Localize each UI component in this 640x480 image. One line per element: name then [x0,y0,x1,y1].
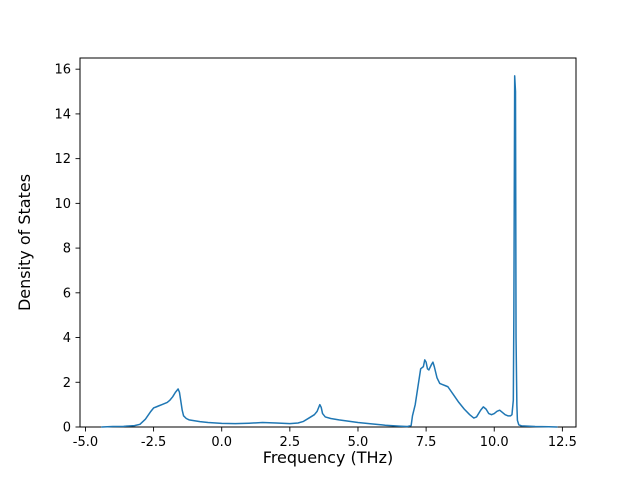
y-tick-label: 2 [63,376,71,391]
x-tick-label: -2.5 [141,435,166,450]
axes-spines [79,57,577,428]
y-tick-label: 10 [54,197,71,212]
y-tick-label: 14 [54,107,71,122]
x-tick-label: 0.0 [211,435,232,450]
x-tick-label: 2.5 [280,435,301,450]
x-tick-label: 5.0 [348,435,369,450]
x-axis-label: Frequency (THz) [263,448,393,467]
x-tick-label: 7.5 [416,435,437,450]
x-tick-label: 12.5 [548,435,577,450]
x-tick-label: 10.0 [480,435,509,450]
y-tick-label: 16 [54,63,71,78]
y-tick-label: 6 [63,286,71,301]
y-tick-label: 12 [54,152,71,167]
y-tick-label: 4 [63,331,71,346]
x-tick-label: -5.0 [73,435,98,450]
dos-line [101,75,558,428]
y-axis-label: Density of States [15,174,34,311]
y-tick-label: 0 [63,421,71,436]
y-tick-label: 8 [63,242,71,257]
